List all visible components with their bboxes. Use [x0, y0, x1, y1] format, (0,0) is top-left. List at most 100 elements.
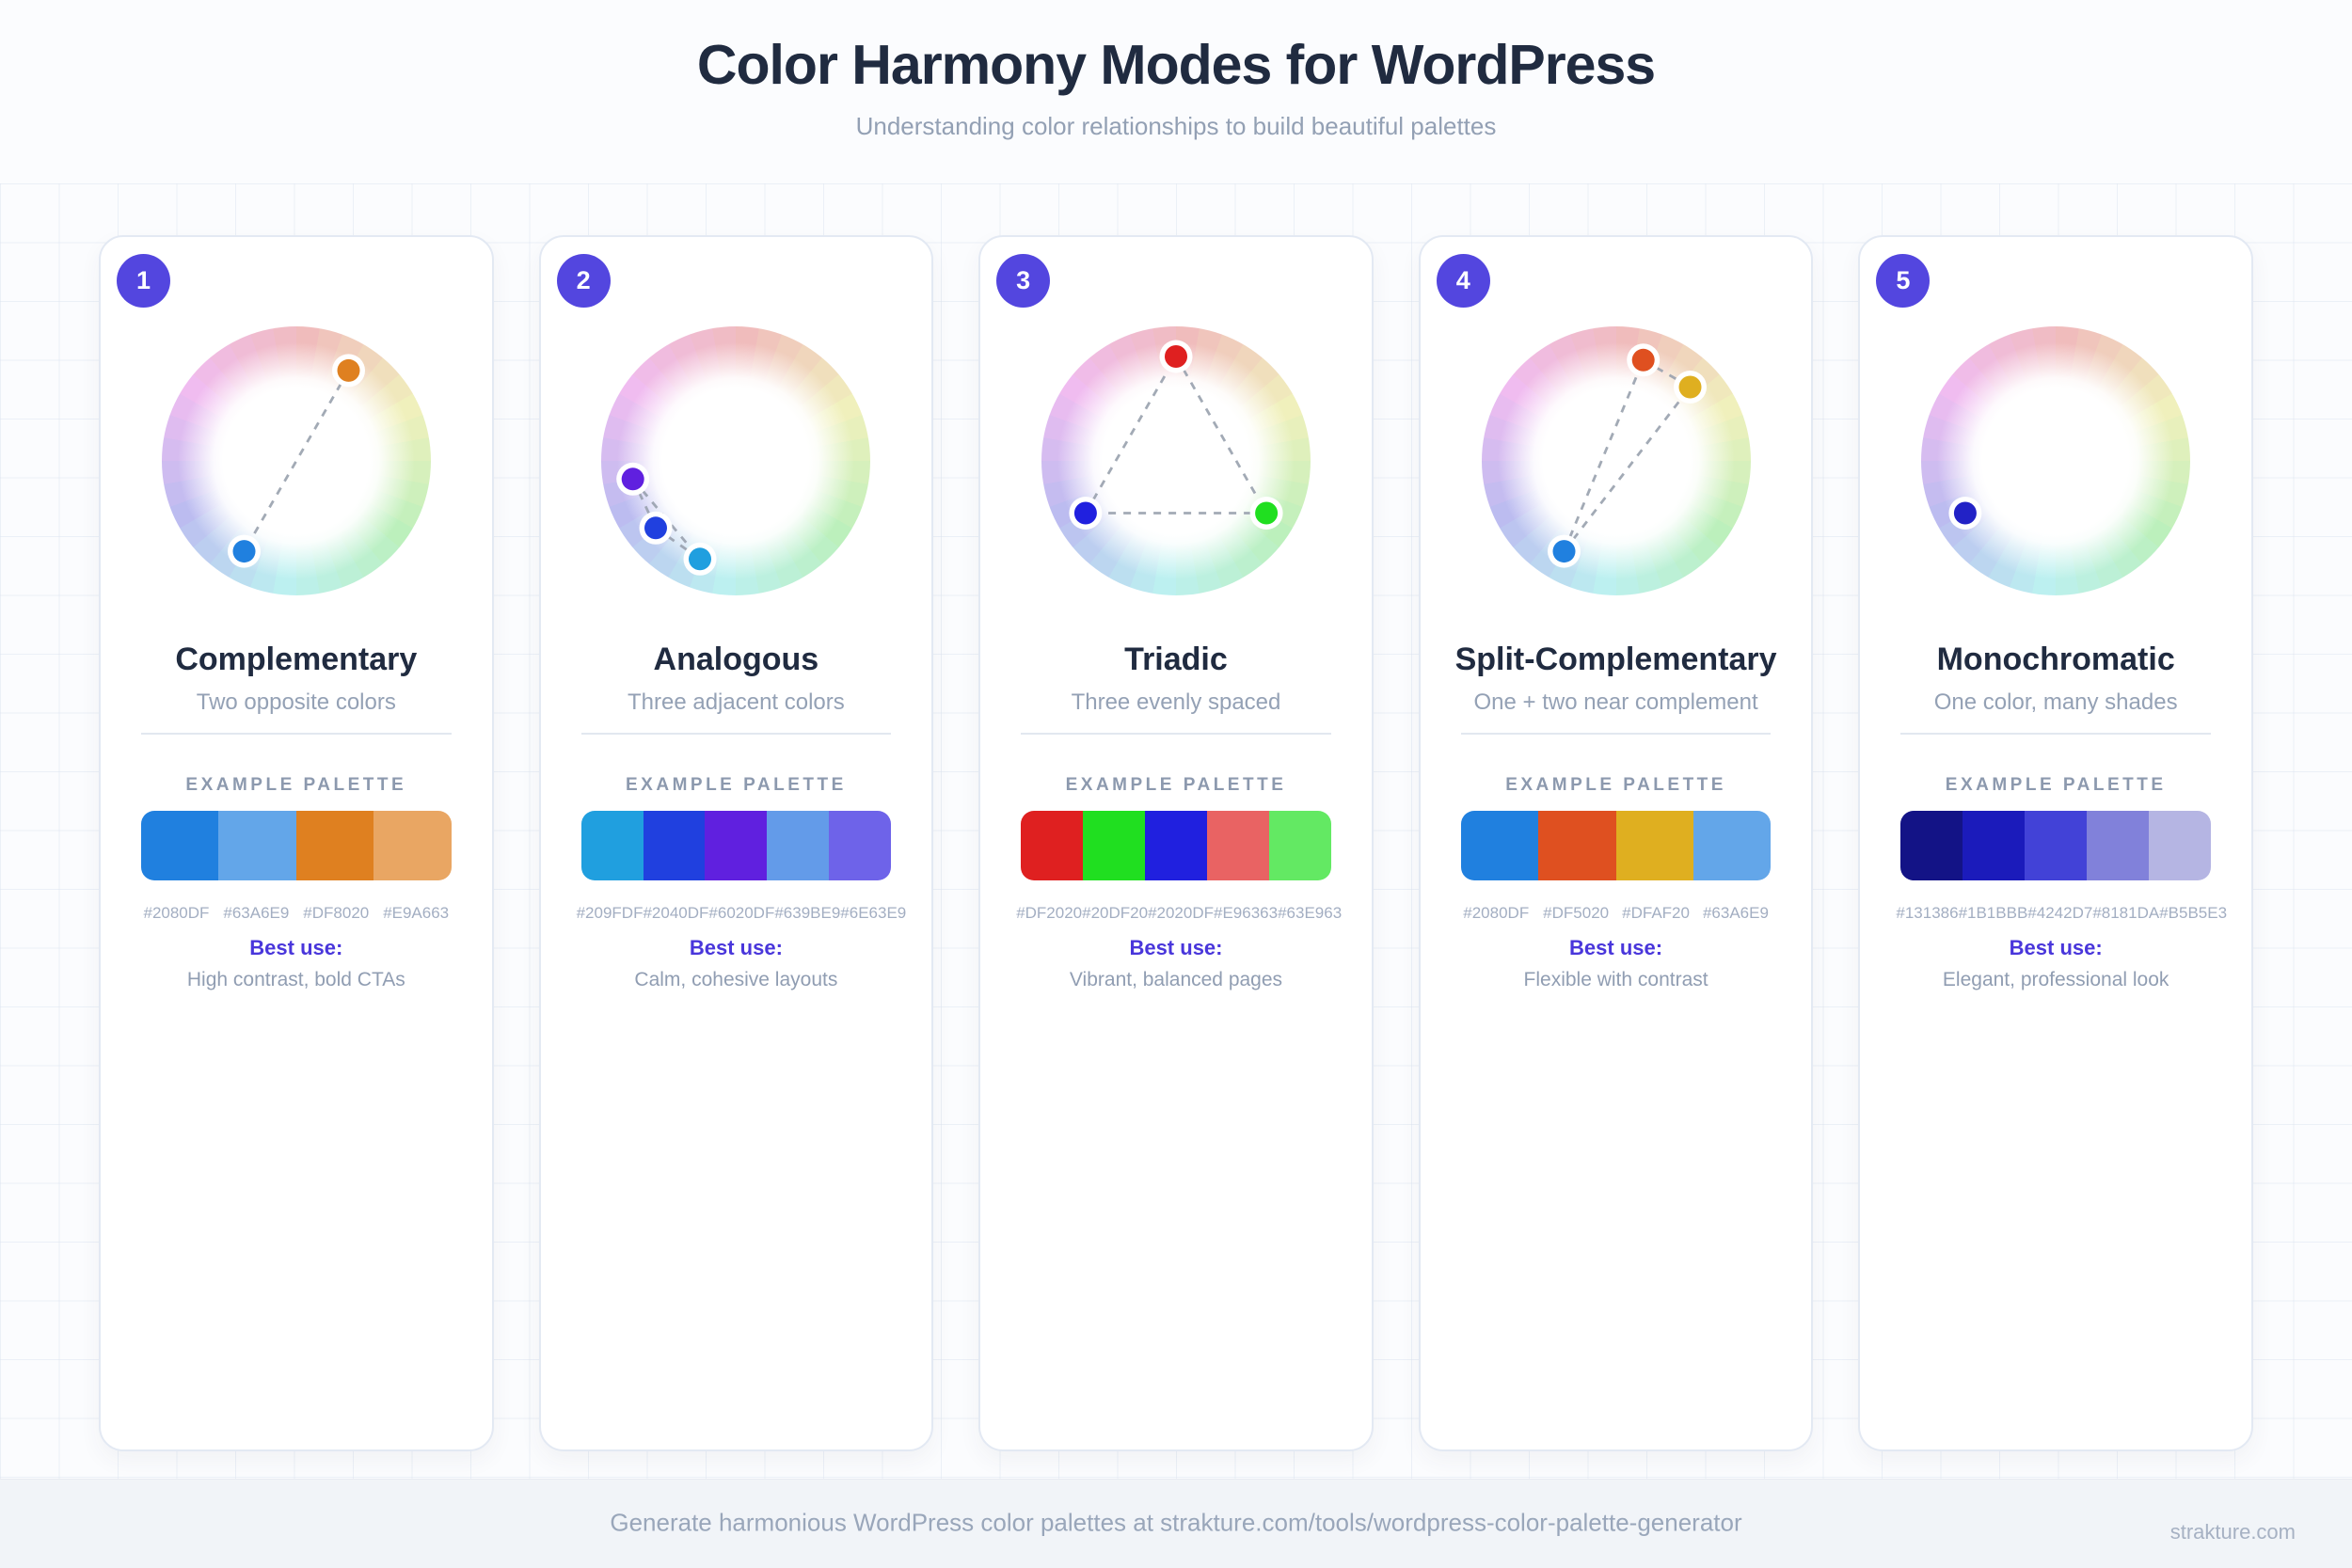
swatch-hex-label: #DF2020	[1016, 903, 1083, 922]
best-use-text: Calm, cohesive layouts	[634, 968, 838, 990]
card-title: Triadic	[1124, 641, 1228, 677]
palette-swatch	[218, 810, 296, 880]
swatch-hex-label: #209FDF	[576, 903, 644, 922]
wheel-dot	[337, 358, 360, 382]
palette-swatch	[1615, 810, 1693, 880]
wheel-dot	[622, 467, 645, 491]
harmony-connection-line	[243, 370, 350, 552]
best-use-text: Vibrant, balanced pages	[1069, 968, 1283, 990]
card-number-badge: 5	[1876, 254, 1931, 308]
card-subtitle: Two opposite colors	[196, 689, 396, 715]
divider	[580, 733, 892, 735]
swatch-hex-label: #4242D7	[2027, 903, 2093, 922]
palette-bar	[1900, 810, 2211, 880]
best-use-label: Best use:	[1129, 935, 1223, 959]
harmony-connection-line	[1562, 386, 1692, 552]
card-title: Split-Complementary	[1454, 641, 1777, 677]
swatch-hex-label: #DFAF20	[1622, 903, 1690, 922]
swatch-hex-label: #131386	[1896, 903, 1959, 922]
palette-swatch	[1268, 810, 1331, 880]
palette-swatch	[1538, 810, 1616, 880]
best-use-text: Flexible with contrast	[1523, 968, 1708, 990]
hex-labels: #2080DF #63A6E9 #DF8020 #E9A663	[136, 903, 456, 924]
wheel-dot	[1552, 540, 1576, 563]
swatch-hex-label: #2040DF	[643, 903, 709, 922]
example-palette-label: EXAMPLE PALETTE	[185, 774, 407, 795]
best-use-label: Best use:	[249, 935, 343, 959]
color-wheel	[1921, 326, 2191, 595]
wheel-dot	[1631, 348, 1655, 372]
harmony-card: 4 Split-Complementary One + two near com…	[1418, 235, 1814, 1451]
palette-bar	[141, 810, 452, 880]
swatch-hex-label: #2080DF	[1463, 903, 1530, 922]
swatch-hex-label: #B5B5E3	[2159, 903, 2228, 922]
color-wheel-overlay	[616, 462, 717, 576]
palette-swatch	[2087, 810, 2150, 880]
swatch-hex-label: #63A6E9	[223, 903, 290, 922]
color-wheel-overlay	[1069, 340, 1283, 530]
wheel-dot	[1073, 501, 1097, 525]
palette-swatch	[767, 810, 830, 880]
swatch-hex-label: #E96363	[1214, 903, 1279, 922]
harmony-card: 2 Analogous Three adjacent colors EXAMPL…	[538, 235, 934, 1451]
card-subtitle: Three adjacent colors	[627, 689, 845, 715]
palette-swatch	[1206, 810, 1269, 880]
hex-labels: #DF2020 #20DF20 #2020DF #E96363 #63E963	[1016, 903, 1342, 924]
wheel-dot	[1164, 345, 1187, 368]
card-number-badge: 3	[996, 254, 1051, 308]
palette-swatch	[643, 810, 706, 880]
color-wheel-overlay	[1948, 497, 1982, 530]
color-wheel-inner-fade	[601, 326, 871, 595]
swatch-hex-label: #E9A663	[383, 903, 450, 922]
card-subtitle: Three evenly spaced	[1071, 689, 1281, 715]
harmony-card: 5 Monochromatic One color, many shades E…	[1858, 235, 2253, 1451]
swatch-hex-label: #DF8020	[303, 903, 370, 922]
color-wheel	[601, 326, 871, 595]
best-use-label: Best use:	[1569, 935, 1663, 959]
divider	[1021, 733, 1331, 735]
card-number-badge: 1	[117, 254, 170, 308]
best-use-text: High contrast, bold CTAs	[186, 968, 405, 990]
harmony-card: 1 Complementary Two opposite colors EXAM…	[99, 235, 494, 1451]
card-title: Complementary	[175, 641, 418, 677]
swatch-hex-label: #63E963	[1278, 903, 1343, 922]
palette-swatch	[2149, 810, 2211, 880]
palette-swatch	[295, 810, 374, 880]
swatch-hex-label: #8181DA	[2092, 903, 2160, 922]
harmony-card: 3 Triadic Three evenly spaced EXAMPLE PA…	[978, 235, 1374, 1451]
palette-swatch	[1900, 810, 1963, 880]
palette-swatch	[1460, 810, 1539, 880]
example-palette-label: EXAMPLE PALETTE	[1505, 774, 1726, 795]
wheel-dot	[1255, 501, 1279, 525]
swatch-hex-label: #639BE9	[774, 903, 841, 922]
wheel-dot	[232, 540, 256, 563]
swatch-hex-label: #20DF20	[1082, 903, 1149, 922]
palette-bar	[1460, 810, 1772, 880]
card-title: Monochromatic	[1936, 641, 2175, 677]
footer: Generate harmonious WordPress color pale…	[0, 1479, 2352, 1568]
wheel-dot	[1954, 501, 1978, 525]
card-subtitle: One + two near complement	[1473, 689, 1758, 715]
palette-swatch	[373, 810, 452, 880]
example-palette-label: EXAMPLE PALETTE	[1945, 774, 2167, 795]
swatch-hex-label: #2080DF	[143, 903, 210, 922]
palette-swatch	[1145, 810, 1207, 880]
swatch-hex-label: #1B1BBB	[1958, 903, 2028, 922]
card-subtitle: One color, many shades	[1933, 689, 2178, 715]
palette-swatch	[1963, 810, 2026, 880]
harmony-connection-line	[1174, 356, 1268, 515]
palette-swatch	[2025, 810, 2088, 880]
palette-swatch	[705, 810, 768, 880]
page-subtitle: Understanding color relationships to bui…	[855, 111, 1497, 140]
swatch-hex-label: #DF5020	[1543, 903, 1610, 922]
header: Color Harmony Modes for WordPress Unders…	[0, 0, 2352, 141]
hex-labels: #131386 #1B1BBB #4242D7 #8181DA #B5B5E3	[1896, 903, 2227, 924]
color-wheel-overlay	[227, 354, 365, 568]
hex-labels: #2080DF #DF5020 #DFAF20 #63A6E9	[1456, 903, 1776, 924]
card-number-badge: 4	[1436, 254, 1490, 308]
swatch-hex-label: #6020DF	[708, 903, 775, 922]
divider	[1900, 733, 2211, 735]
harmony-connection-line	[1562, 359, 1645, 552]
swatch-hex-label: #63A6E9	[1702, 903, 1769, 922]
page-title: Color Harmony Modes for WordPress	[696, 34, 1656, 96]
